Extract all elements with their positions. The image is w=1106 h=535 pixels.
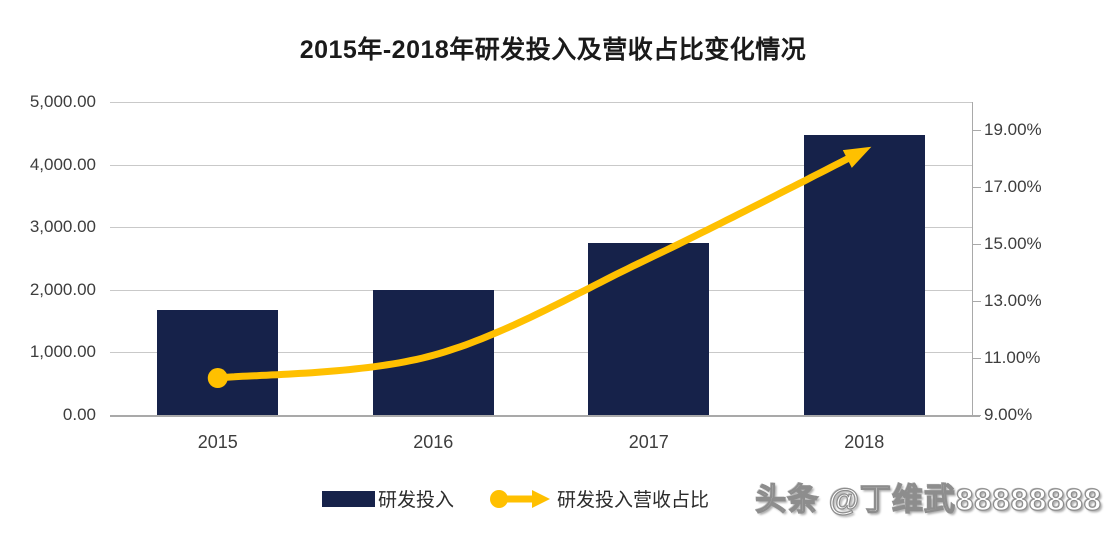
right-axis-tick-label: 13.00% xyxy=(984,291,1042,311)
gridline xyxy=(110,164,972,166)
gridline xyxy=(110,102,972,103)
left-axis-tick-label: 0.00 xyxy=(62,405,96,424)
gridline xyxy=(110,289,972,291)
right-axis-tick xyxy=(972,415,981,416)
watermark: 头条 @丁维武88888888 xyxy=(755,481,1102,517)
legend-arrow-head-icon xyxy=(532,489,551,508)
right-axis-tick xyxy=(972,301,981,303)
left-axis-tick-label: 5,000.00 xyxy=(29,92,96,111)
gridline xyxy=(110,352,972,354)
bar-2018 xyxy=(803,135,925,415)
x-axis-tick-label: 2017 xyxy=(628,432,669,452)
left-axis-tick-label: 2,000.00 xyxy=(29,279,96,299)
gridline xyxy=(110,227,972,229)
bar-2017 xyxy=(588,243,710,415)
right-axis-tick-label: 11.00% xyxy=(984,348,1041,368)
x-axis-tick-label: 2018 xyxy=(844,432,885,452)
chart-title: 2015年-2018年研发投入及营收占比变化情况 xyxy=(299,36,807,64)
right-axis-line xyxy=(972,102,973,415)
right-axis-tick-label: 17.00% xyxy=(984,177,1042,197)
left-axis-tick-label: 3,000.00 xyxy=(29,217,96,237)
legend: 研发投入 研发投入营收占比 xyxy=(322,485,709,512)
bar-2015 xyxy=(157,310,279,415)
right-axis-tick xyxy=(972,130,981,132)
line-arrow-head xyxy=(842,146,872,168)
legend-line-arrow-icon xyxy=(490,489,551,508)
right-axis-tick xyxy=(972,358,981,360)
trend-line-layer xyxy=(207,146,872,389)
left-axis-tick-label: 4,000.00 xyxy=(29,154,96,174)
right-axis-tick xyxy=(972,244,981,246)
line-start-dot xyxy=(207,368,228,389)
x-axis-tick-label: 2015 xyxy=(197,432,238,452)
left-axis-tick-label: 1,000.00 xyxy=(29,342,96,362)
x-axis-line xyxy=(110,415,980,417)
right-axis-tick-label: 15.00% xyxy=(984,234,1042,254)
legend-line-label: 研发投入营收占比 xyxy=(557,490,710,511)
legend-bar-label: 研发投入 xyxy=(378,490,455,511)
x-axis-tick-label: 2016 xyxy=(413,432,454,452)
trend-line xyxy=(214,153,855,382)
legend-bar-swatch xyxy=(322,490,375,507)
plot-area xyxy=(110,102,981,417)
right-axis-tick xyxy=(972,187,981,189)
right-axis-tick-label: 19.00% xyxy=(984,120,1042,140)
right-axis-tick-label: 9.00% xyxy=(984,405,1033,424)
